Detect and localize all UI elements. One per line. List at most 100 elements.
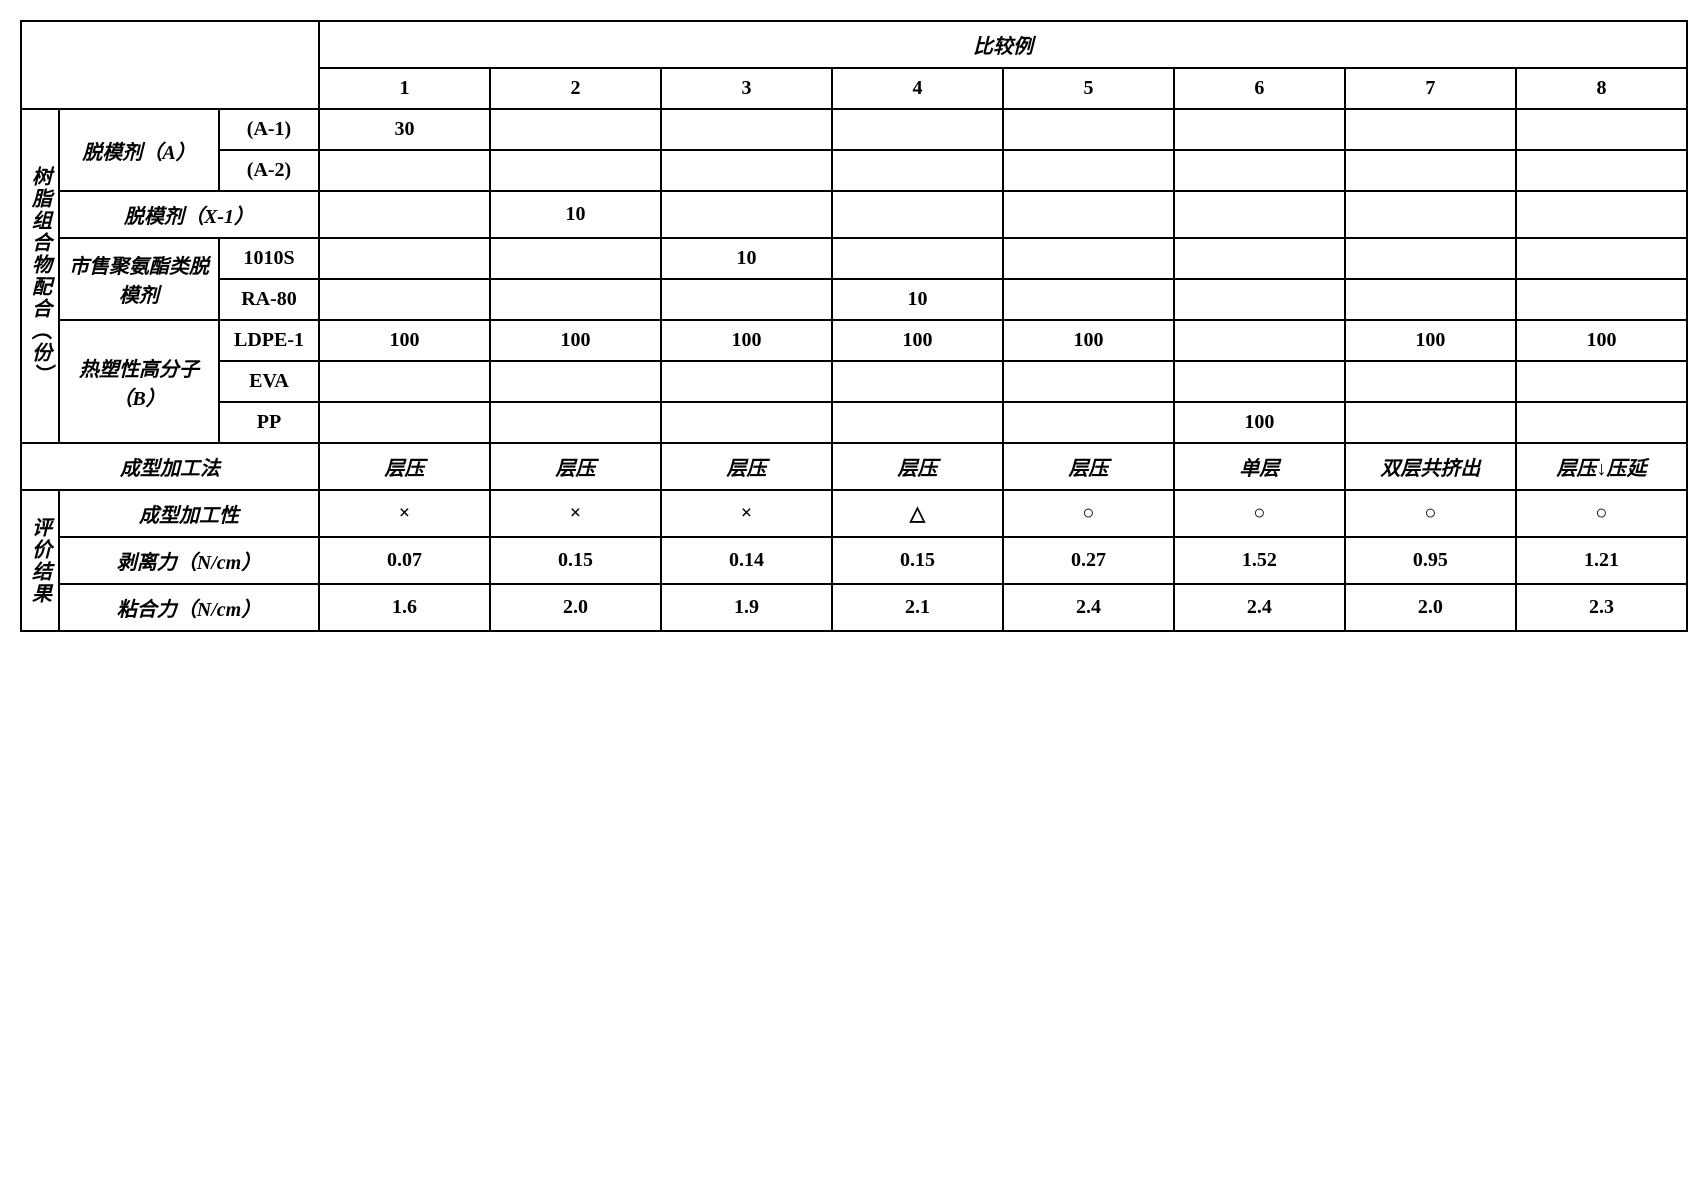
eval-label: 评价结果 — [21, 490, 59, 631]
peel-c5: 0.27 — [1003, 537, 1174, 584]
eva-c2 — [490, 361, 661, 402]
adhesion-c2: 2.0 — [490, 584, 661, 631]
eva-c8 — [1516, 361, 1687, 402]
formability-c1: × — [319, 490, 490, 537]
eva-c6 — [1174, 361, 1345, 402]
pp-c2 — [490, 402, 661, 443]
row-peel: 剥离力（N/cm） 0.07 0.15 0.14 0.15 0.27 1.52 … — [21, 537, 1687, 584]
eva-c4 — [832, 361, 1003, 402]
ldpe-c2: 100 — [490, 320, 661, 361]
a2-c5 — [1003, 150, 1174, 191]
forming-c2: 层压 — [490, 443, 661, 490]
row-ra80: RA-80 10 — [21, 279, 1687, 320]
formability-c4: △ — [832, 490, 1003, 537]
pp-c1 — [319, 402, 490, 443]
s1010-c5 — [1003, 238, 1174, 279]
s1010-c2 — [490, 238, 661, 279]
row-x1: 脱模剂（X-1） 10 — [21, 191, 1687, 238]
s1010-c6 — [1174, 238, 1345, 279]
adhesion-c5: 2.4 — [1003, 584, 1174, 631]
header-row-1: 比较例 — [21, 21, 1687, 68]
formability-c3: × — [661, 490, 832, 537]
row-eva: EVA — [21, 361, 1687, 402]
row-ldpe: 热塑性高分子（B） LDPE-1 100 100 100 100 100 100… — [21, 320, 1687, 361]
pp-c6: 100 — [1174, 402, 1345, 443]
col-1: 1 — [319, 68, 490, 109]
ra80-c1 — [319, 279, 490, 320]
col-8: 8 — [1516, 68, 1687, 109]
formability-label: 成型加工性 — [59, 490, 319, 537]
adhesion-c6: 2.4 — [1174, 584, 1345, 631]
commercial-pu-label: 市售聚氨酯类脱模剂 — [59, 238, 219, 320]
formability-c6: ○ — [1174, 490, 1345, 537]
a1-c4 — [832, 109, 1003, 150]
forming-c3: 层压 — [661, 443, 832, 490]
row-forming: 成型加工法 层压 层压 层压 层压 层压 单层 双层共挤出 层压↓压延 — [21, 443, 1687, 490]
x1-c2: 10 — [490, 191, 661, 238]
ldpe-c5: 100 — [1003, 320, 1174, 361]
peel-c7: 0.95 — [1345, 537, 1516, 584]
group-title: 比较例 — [319, 21, 1687, 68]
adhesion-c7: 2.0 — [1345, 584, 1516, 631]
adhesion-label: 粘合力（N/cm） — [59, 584, 319, 631]
ldpe-c8: 100 — [1516, 320, 1687, 361]
forming-c4: 层压 — [832, 443, 1003, 490]
pp-c5 — [1003, 402, 1174, 443]
pp-c8 — [1516, 402, 1687, 443]
s1010-c7 — [1345, 238, 1516, 279]
peel-c8: 1.21 — [1516, 537, 1687, 584]
x1-c1 — [319, 191, 490, 238]
forming-c7: 双层共挤出 — [1345, 443, 1516, 490]
a2-c6 — [1174, 150, 1345, 191]
s1010-c1 — [319, 238, 490, 279]
a2-c4 — [832, 150, 1003, 191]
col-5: 5 — [1003, 68, 1174, 109]
ldpe-c4: 100 — [832, 320, 1003, 361]
row-adhesion: 粘合力（N/cm） 1.6 2.0 1.9 2.1 2.4 2.4 2.0 2.… — [21, 584, 1687, 631]
x1-label: 脱模剂（X-1） — [59, 191, 319, 238]
eva-c7 — [1345, 361, 1516, 402]
forming-c1: 层压 — [319, 443, 490, 490]
ra80-c5 — [1003, 279, 1174, 320]
formability-c8: ○ — [1516, 490, 1687, 537]
col-2: 2 — [490, 68, 661, 109]
x1-c3 — [661, 191, 832, 238]
a1-c8 — [1516, 109, 1687, 150]
ra80-label: RA-80 — [219, 279, 319, 320]
col-3: 3 — [661, 68, 832, 109]
adhesion-c1: 1.6 — [319, 584, 490, 631]
ra80-c6 — [1174, 279, 1345, 320]
ldpe-label: LDPE-1 — [219, 320, 319, 361]
peel-label: 剥离力（N/cm） — [59, 537, 319, 584]
s1010-label: 1010S — [219, 238, 319, 279]
ra80-c8 — [1516, 279, 1687, 320]
ra80-c7 — [1345, 279, 1516, 320]
pp-c7 — [1345, 402, 1516, 443]
a2-c7 — [1345, 150, 1516, 191]
forming-c8: 层压↓压延 — [1516, 443, 1687, 490]
ra80-c2 — [490, 279, 661, 320]
s1010-c8 — [1516, 238, 1687, 279]
x1-c4 — [832, 191, 1003, 238]
peel-c1: 0.07 — [319, 537, 490, 584]
ldpe-c1: 100 — [319, 320, 490, 361]
a1-c1: 30 — [319, 109, 490, 150]
x1-c7 — [1345, 191, 1516, 238]
forming-c5: 层压 — [1003, 443, 1174, 490]
a1-c3 — [661, 109, 832, 150]
pp-c3 — [661, 402, 832, 443]
row-pp: PP 100 — [21, 402, 1687, 443]
pp-label: PP — [219, 402, 319, 443]
formability-c5: ○ — [1003, 490, 1174, 537]
col-6: 6 — [1174, 68, 1345, 109]
x1-c8 — [1516, 191, 1687, 238]
x1-c6 — [1174, 191, 1345, 238]
col-7: 7 — [1345, 68, 1516, 109]
a2-c1 — [319, 150, 490, 191]
release-agent-a-label: 脱模剂（A） — [59, 109, 219, 191]
eva-label: EVA — [219, 361, 319, 402]
a2-c3 — [661, 150, 832, 191]
ldpe-c3: 100 — [661, 320, 832, 361]
ldpe-c7: 100 — [1345, 320, 1516, 361]
formability-c2: × — [490, 490, 661, 537]
